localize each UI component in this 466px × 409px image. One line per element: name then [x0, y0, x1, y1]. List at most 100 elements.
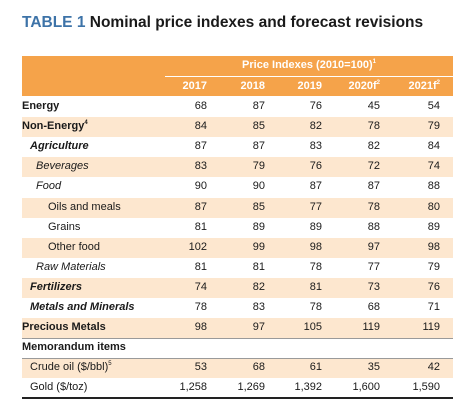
row-label-text: Beverages [36, 160, 89, 173]
row-label-text: Other food [48, 240, 100, 253]
row-label: Crude oil ($/bbl)5 [30, 361, 112, 373]
row-label-note: 5 [108, 361, 112, 368]
cell-value: 97 [252, 321, 265, 334]
header-group-note: 1 [372, 59, 376, 65]
cell-value: 83 [309, 140, 322, 153]
cell-value: 82 [252, 280, 265, 293]
cell-value: 78 [194, 301, 207, 313]
cell-value: 97 [367, 240, 380, 253]
cell-value: 53 [194, 361, 207, 374]
cell-value: 45 [367, 100, 380, 112]
cell-value: 85 [252, 120, 265, 133]
header-group: Price Indexes (2010=100)1 [165, 56, 453, 76]
cell-value: 1,269 [237, 381, 265, 394]
table-row: Non-Energy4 84 85 82 78 79 [22, 117, 453, 138]
cell-value: 81 [194, 220, 207, 233]
cell-value: 76 [427, 280, 440, 293]
table-row: Crude oil ($/bbl)5 53 68 61 35 42 [22, 358, 453, 379]
year-header-label: 2018 [240, 80, 265, 92]
table-row: Food 90 90 87 87 88 [22, 177, 453, 197]
table-row: Energy 68 87 76 45 54 [22, 97, 453, 117]
header-stub [22, 56, 165, 96]
cell-value: 78 [309, 260, 322, 273]
cell-value: 82 [309, 120, 322, 133]
cell-value: 119 [362, 321, 380, 334]
cell-value: 76 [309, 100, 322, 112]
row-label-text: Grains [48, 220, 81, 233]
cell-value: 119 [422, 321, 440, 334]
cell-value: 77 [367, 260, 380, 273]
cell-value: 68 [367, 301, 380, 313]
cell-value: 1,600 [352, 381, 380, 394]
cell-value: 89 [309, 220, 322, 233]
cell-value: 1,392 [294, 381, 322, 394]
cell-value: 99 [252, 240, 265, 253]
cell-value: 77 [309, 200, 322, 213]
table-bottom-rule [22, 397, 453, 399]
cell-value: 54 [427, 100, 440, 112]
cell-value: 87 [194, 200, 207, 213]
cell-value: 85 [252, 200, 265, 213]
row-label: Metals and Minerals [30, 301, 135, 313]
cell-value: 76 [309, 160, 322, 173]
cell-value: 90 [194, 180, 207, 193]
cell-value: 80 [427, 200, 440, 213]
cell-value: 74 [194, 280, 207, 293]
table-row: Raw Materials 81 81 78 77 79 [22, 258, 453, 278]
year-header-0: 2017 [157, 80, 207, 92]
table-row: Agriculture 87 87 83 82 84 [22, 137, 453, 157]
cell-value: 87 [367, 180, 380, 193]
cell-value: 81 [194, 260, 207, 273]
header-divider [179, 76, 453, 77]
year-header-label: 2021f [408, 80, 437, 92]
year-header-2: 2019 [272, 80, 322, 92]
table-row: Beverages 83 79 76 72 74 [22, 157, 453, 178]
row-label: Other food [48, 241, 100, 253]
cell-value: 89 [427, 220, 440, 233]
cell-value: 88 [427, 180, 440, 193]
table-row: Other food 102 99 98 97 98 [22, 237, 453, 258]
row-label-text: Oils and meals [48, 200, 121, 213]
row-label-text: Energy [22, 100, 60, 112]
table-row: Memorandum items [22, 338, 453, 358]
cell-value: 82 [367, 140, 380, 153]
year-header-label: 2020f [348, 80, 377, 92]
row-label-text: Crude oil ($/bbl) [30, 361, 109, 374]
row-label: Precious Metals [22, 321, 106, 333]
year-header-note: 2 [376, 80, 380, 86]
row-label: Raw Materials [36, 261, 106, 273]
header-group-text: Price Indexes (2010=100) [242, 59, 373, 71]
year-header-label: 2017 [182, 80, 207, 92]
year-header-note: 2 [436, 80, 440, 86]
row-label-text: Food [36, 180, 62, 193]
row-label: Gold ($/toz) [30, 381, 87, 393]
cell-value: 68 [252, 361, 265, 374]
cell-value: 84 [427, 140, 440, 153]
cell-value: 84 [194, 120, 207, 133]
row-label: Non-Energy4 [22, 120, 88, 132]
cell-value: 79 [427, 120, 440, 133]
cell-value: 89 [252, 220, 265, 233]
row-label-text: Agriculture [30, 140, 89, 153]
year-header-3: 2020f2 [330, 80, 380, 92]
cell-value: 88 [367, 220, 380, 233]
cell-value: 72 [367, 160, 380, 173]
table-title: TABLE 1 Nominal price indexes and foreca… [22, 14, 423, 32]
row-label: Grains [48, 221, 80, 233]
cell-value: 35 [367, 361, 380, 374]
row-label: Food [36, 180, 61, 192]
table-row: Metals and Minerals 78 83 78 68 71 [22, 298, 453, 318]
cell-value: 105 [303, 321, 322, 334]
table-row: Grains 81 89 89 88 89 [22, 218, 453, 238]
table-row: Precious Metals 98 97 105 119 119 [22, 318, 453, 339]
table-row: Oils and meals 87 85 77 78 80 [22, 197, 453, 218]
row-label: Fertilizers [30, 281, 82, 293]
row-label: Memorandum items [22, 341, 126, 353]
cell-value: 78 [309, 301, 322, 313]
row-label-text: Raw Materials [36, 260, 106, 273]
cell-value: 74 [427, 160, 440, 173]
cell-value: 71 [427, 301, 440, 313]
cell-value: 87 [309, 180, 322, 193]
cell-value: 73 [367, 280, 380, 293]
